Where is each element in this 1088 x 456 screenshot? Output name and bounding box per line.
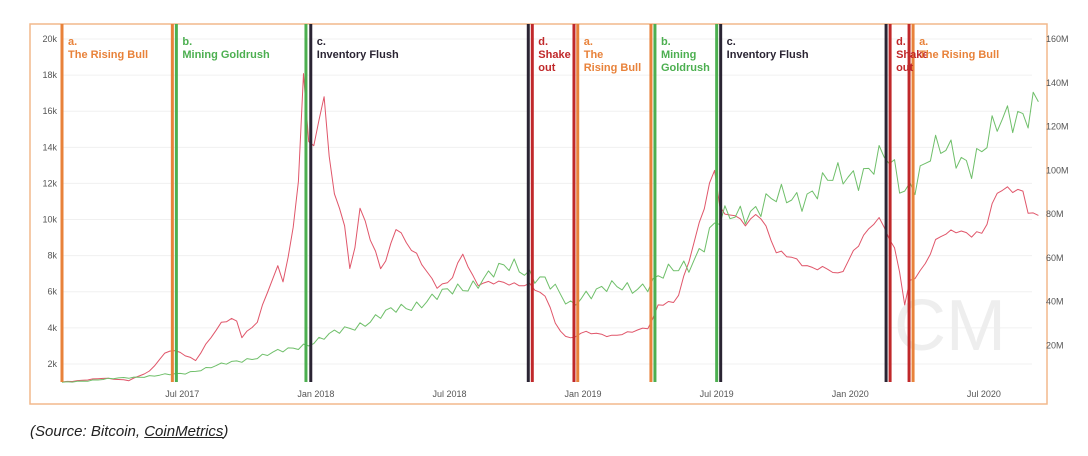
y-right-tick-label: 80M bbox=[1046, 209, 1064, 219]
phase-label-line: Inventory Flush bbox=[727, 49, 809, 61]
phase-label: c.Inventory Flush bbox=[727, 36, 809, 61]
phase-label-line: c. bbox=[727, 36, 736, 48]
phase-label-line: a. bbox=[919, 36, 928, 48]
phase-label-line: Goldrush bbox=[661, 62, 710, 74]
y-right-tick-label: 40M bbox=[1046, 297, 1064, 307]
phase-label: b.Mining Goldrush bbox=[182, 36, 270, 61]
y-right-tick-label: 120M bbox=[1046, 122, 1069, 132]
x-tick-label: Jan 2019 bbox=[565, 389, 602, 399]
phase-label: a.The Rising Bull bbox=[919, 36, 999, 61]
phase-label-line: The Rising Bull bbox=[919, 49, 999, 61]
phase-label-line: c. bbox=[317, 36, 326, 48]
y-right-tick-label: 100M bbox=[1046, 165, 1069, 175]
y-left-tick-label: 6k bbox=[47, 287, 57, 297]
phase-label-line: out bbox=[538, 62, 555, 74]
y-left-tick-label: 18k bbox=[42, 70, 57, 80]
y-left-tick-label: 2k bbox=[47, 359, 57, 369]
price-series-line bbox=[61, 73, 1039, 383]
phase-label-line: The Rising Bull bbox=[68, 49, 148, 61]
chart-frame bbox=[29, 23, 1048, 405]
x-tick-label: Jul 2017 bbox=[165, 389, 199, 399]
source-caption: (Source: Bitcoin, CoinMetrics) bbox=[30, 423, 228, 440]
y-right-tick-label: 20M bbox=[1046, 340, 1064, 350]
x-tick-label: Jul 2020 bbox=[967, 389, 1001, 399]
x-tick-label: Jan 2018 bbox=[297, 389, 334, 399]
phase-label-line: d. bbox=[896, 36, 906, 48]
y-left-tick-label: 10k bbox=[42, 215, 57, 225]
y-left-tick-label: 4k bbox=[47, 323, 57, 333]
y-left-tick-label: 14k bbox=[42, 142, 57, 152]
x-tick-label: Jul 2018 bbox=[432, 389, 466, 399]
x-tick-label: Jul 2019 bbox=[700, 389, 734, 399]
phase-label-line: Shake bbox=[896, 49, 928, 61]
phase-label: a.The Rising Bull bbox=[68, 36, 148, 61]
phase-label-line: out bbox=[896, 62, 913, 74]
source-suffix: ) bbox=[223, 423, 229, 440]
phase-label-line: a. bbox=[584, 36, 593, 48]
phase-label-line: d. bbox=[538, 36, 548, 48]
phase-label: c.Inventory Flush bbox=[317, 36, 399, 61]
x-tick-label: Jan 2020 bbox=[832, 389, 869, 399]
y-left-tick-label: 12k bbox=[42, 178, 57, 188]
phase-label-line: Rising Bull bbox=[584, 62, 641, 74]
phase-label-line: a. bbox=[68, 36, 77, 48]
source-link[interactable]: CoinMetrics bbox=[144, 423, 224, 440]
y-right-tick-label: 160M bbox=[1046, 34, 1069, 44]
phase-label-line: b. bbox=[182, 36, 192, 48]
source-prefix: (Source: Bitcoin, bbox=[30, 423, 145, 440]
y-right-tick-label: 60M bbox=[1046, 253, 1064, 263]
phase-label-line: Mining Goldrush bbox=[182, 49, 270, 61]
phase-label-line: Inventory Flush bbox=[317, 49, 399, 61]
y-right-tick-label: 140M bbox=[1046, 78, 1069, 88]
phase-label-line: Shake bbox=[538, 49, 570, 61]
y-left-tick-label: 20k bbox=[42, 34, 57, 44]
watermark: CM bbox=[894, 286, 1006, 366]
phase-label-line: The bbox=[584, 49, 604, 61]
y-left-tick-label: 8k bbox=[47, 251, 57, 261]
hash-series-line bbox=[61, 91, 1039, 383]
phase-label-line: b. bbox=[661, 36, 671, 48]
phase-label-line: Mining bbox=[661, 49, 696, 61]
y-left-tick-label: 16k bbox=[42, 106, 57, 116]
